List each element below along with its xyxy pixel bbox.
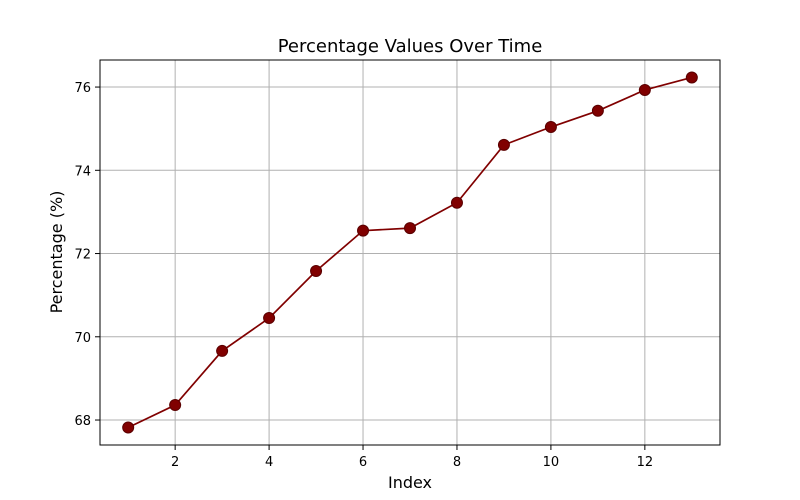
x-tick-label: 12 xyxy=(637,455,654,470)
x-tick-label: 8 xyxy=(453,455,461,470)
y-tick-label: 70 xyxy=(74,331,91,346)
chart-title: Percentage Values Over Time xyxy=(278,36,543,57)
data-point xyxy=(450,196,463,209)
data-point xyxy=(263,312,276,325)
data-point xyxy=(310,265,323,278)
y-tick-label: 72 xyxy=(74,248,91,263)
x-axis-label: Index xyxy=(388,473,432,492)
x-tick-label: 4 xyxy=(265,455,273,470)
y-tick-label: 76 xyxy=(74,81,91,96)
y-tick-label: 74 xyxy=(74,164,91,179)
y-tick-label: 68 xyxy=(74,414,91,429)
data-point xyxy=(685,71,698,84)
data-point xyxy=(216,344,229,357)
data-point xyxy=(497,138,510,151)
data-point xyxy=(544,121,557,134)
data-point xyxy=(638,83,651,96)
x-tick-label: 10 xyxy=(543,455,560,470)
y-axis-label: Percentage (%) xyxy=(47,191,66,314)
x-tick-label: 6 xyxy=(359,455,367,470)
data-point xyxy=(404,222,416,235)
series-line xyxy=(127,76,693,429)
grid xyxy=(100,60,720,445)
series-layer xyxy=(122,71,698,434)
plot-frame xyxy=(99,59,721,446)
data-point xyxy=(591,104,604,117)
data-point xyxy=(122,421,135,434)
data-point xyxy=(169,399,182,412)
data-point xyxy=(357,224,370,237)
x-tick-label: 2 xyxy=(171,455,179,470)
